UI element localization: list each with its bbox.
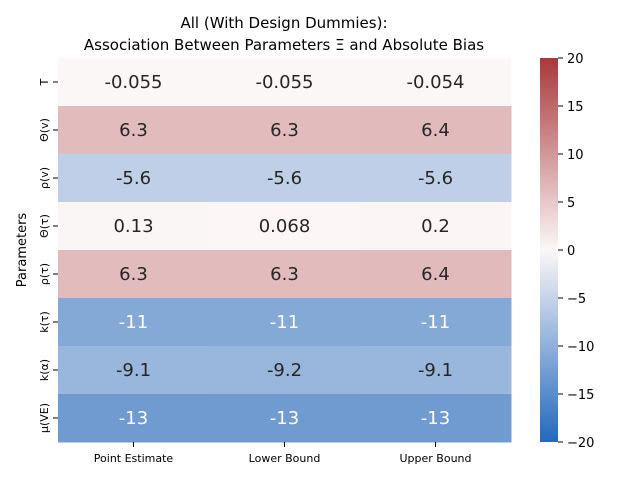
cell-labels: -0.055 -0.055 -0.054 6.3 6.3 6.4 -5.6 -5.6 -5.6 0… (104, 72, 464, 429)
heatmap-cells (58, 58, 512, 443)
column-tick-label: Lower Bound (249, 452, 321, 465)
row-tick-label: T (38, 78, 51, 86)
column-tick-labels: Point Estimate Lower Bound Upper Bound (94, 442, 472, 465)
cell-value-label: 6.3 (270, 120, 299, 141)
colorbar-gradient (540, 58, 558, 442)
column-tick-label: Point Estimate (94, 452, 174, 465)
cell-value-label: 6.4 (421, 264, 450, 285)
heatmap-cell (58, 394, 210, 443)
cell-value-label: 6.3 (270, 264, 299, 285)
cell-value-label: -13 (421, 408, 450, 429)
heatmap-cell (360, 250, 512, 299)
cell-value-label: 0.13 (113, 216, 153, 237)
cell-value-label: -11 (270, 312, 299, 333)
colorbar-tick-label: −15 (567, 388, 594, 403)
heatmap-cell (58, 58, 210, 107)
row-tick-label: k(α) (38, 359, 51, 381)
cell-value-label: -0.055 (255, 72, 313, 93)
row-tick-label: μ(VE) (38, 403, 51, 433)
heatmap-cell (360, 346, 512, 395)
heatmap-cell (58, 298, 210, 347)
cell-value-label: -11 (119, 312, 148, 333)
heatmap-cell (360, 106, 512, 155)
colorbar: −20 −15 −10 −5 0 5 10 15 20 (540, 52, 594, 451)
cell-value-label: -5.6 (116, 168, 151, 189)
heatmap-cell (209, 154, 361, 203)
cell-value-label: -9.1 (116, 360, 151, 381)
cell-value-label: 6.3 (119, 120, 148, 141)
heatmap-cell (209, 394, 361, 443)
heatmap-cell (58, 346, 210, 395)
cell-value-label: -5.6 (267, 168, 302, 189)
y-axis-label: Parameters (15, 213, 30, 288)
heatmap-cell (209, 58, 361, 107)
row-tick-label: k(τ) (38, 311, 51, 333)
heatmap-cell (58, 154, 210, 203)
chart-title: All (With Design Dummies): (181, 14, 388, 32)
cell-value-label: -13 (119, 408, 148, 429)
heatmap-cell (58, 250, 210, 299)
colorbar-tick-label: 20 (567, 52, 584, 67)
row-tick-labels: T Θ(v) ρ(v) Θ(τ) ρ(τ) k(τ) k(α) μ(VE) (38, 78, 58, 433)
colorbar-tick-label: −20 (567, 436, 594, 451)
heatmap-cell (360, 202, 512, 251)
cell-value-label: 0.2 (421, 216, 450, 237)
row-tick-label: Θ(v) (38, 118, 51, 142)
row-tick-label: ρ(v) (38, 167, 51, 189)
cell-value-label: -13 (270, 408, 299, 429)
colorbar-tick-label: −10 (567, 340, 594, 355)
heatmap-cell (209, 106, 361, 155)
colorbar-tick-label: 10 (567, 148, 584, 163)
row-tick-label: Θ(τ) (38, 214, 51, 238)
cell-value-label: -9.1 (418, 360, 453, 381)
chart-subtitle: Association Between Parameters Ξ and Abs… (84, 36, 484, 54)
colorbar-tick-label: 5 (567, 196, 575, 211)
colorbar-tick-label: 15 (567, 100, 584, 115)
heatmap-cell (209, 346, 361, 395)
colorbar-tick-label: 0 (567, 244, 575, 259)
colorbar-tick-label: −5 (567, 292, 586, 307)
cell-value-label: -0.054 (406, 72, 464, 93)
heatmap-cell (209, 202, 361, 251)
heatmap-cell (360, 58, 512, 107)
heatmap-cell (58, 202, 210, 251)
heatmap-cell (209, 298, 361, 347)
heatmap-cell (209, 250, 361, 299)
heatmap-cell (360, 298, 512, 347)
cell-value-label: -0.055 (104, 72, 162, 93)
heatmap-cell (58, 106, 210, 155)
heatmap-cell (360, 394, 512, 443)
cell-value-label: -5.6 (418, 168, 453, 189)
cell-value-label: 0.068 (259, 216, 311, 237)
cell-value-label: -9.2 (267, 360, 302, 381)
cell-value-label: 6.4 (421, 120, 450, 141)
column-tick-label: Upper Bound (399, 452, 471, 465)
heatmap-cell (360, 154, 512, 203)
cell-value-label: -11 (421, 312, 450, 333)
row-tick-label: ρ(τ) (38, 263, 51, 285)
cell-value-label: 6.3 (119, 264, 148, 285)
